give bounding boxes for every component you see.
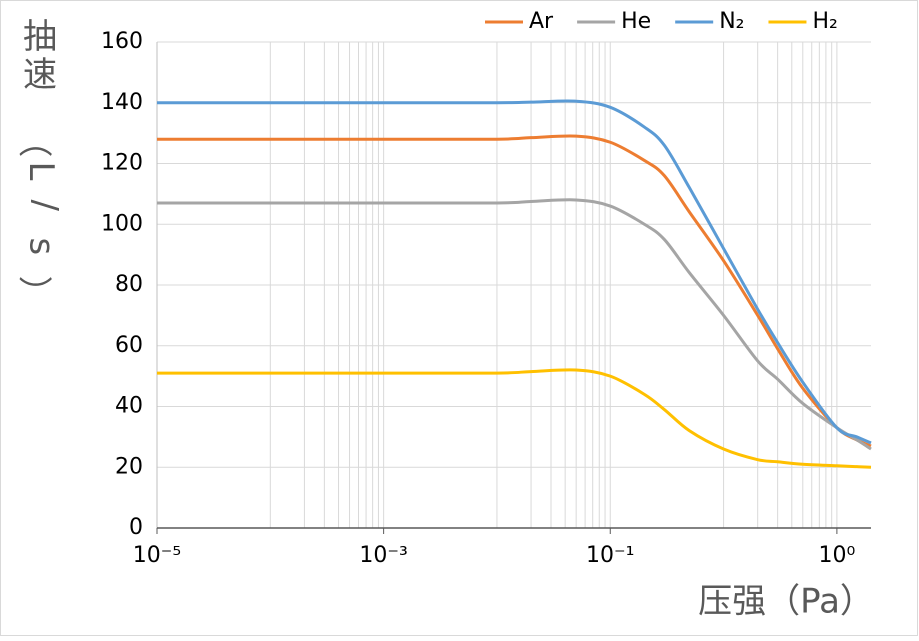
legend-label: Ar [529,9,554,34]
x-tick-label: 10⁻⁵ [133,543,181,568]
y-tick-label: 120 [101,151,143,176]
legend-label: H₂ [812,9,837,34]
x-axis-title: 压强（Pa） [698,582,874,622]
y-axis-title: 抽速（ L / s） [14,17,65,310]
x-tick-label: 10⁻¹ [586,543,634,568]
x-tick-label: 10⁰ [818,543,855,568]
series-line [157,368,872,469]
x-tick-label: 10⁻³ [359,543,407,568]
y-tick-label: 20 [115,454,143,479]
y-tick-label: 40 [115,394,143,419]
legend-label: N₂ [719,9,744,34]
y-tick-label: 0 [129,515,143,540]
y-tick-label: 60 [115,333,143,358]
y-tick-label: 140 [101,90,143,115]
y-tick-label: 160 [101,29,143,54]
series-line [157,134,872,448]
series-line [157,198,872,451]
legend-label: He [621,9,651,34]
y-tick-label: 80 [115,272,143,297]
y-tick-label: 100 [101,211,143,236]
y-axis-title-group: 抽速（ L / s） [14,17,65,310]
series-line [156,99,872,445]
